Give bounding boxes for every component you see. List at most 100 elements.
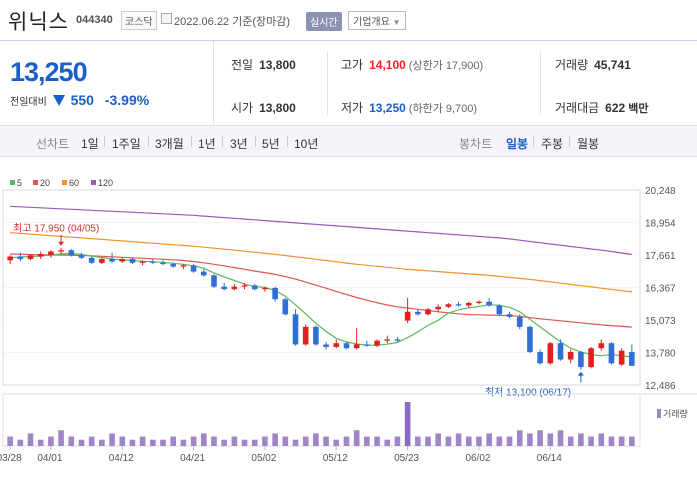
change-percent: -3.99% [104, 92, 150, 108]
volume-bar [190, 436, 197, 446]
candle-monthly[interactable]: 월봉 [577, 137, 600, 151]
period-1y[interactable]: 1년 [198, 137, 216, 151]
high-label: 고가 [341, 58, 364, 72]
volume-bar [527, 433, 533, 446]
volume-bar [27, 433, 34, 446]
volume-bar [119, 436, 126, 446]
amount-unit: 백만 [628, 103, 649, 115]
change-row: 전일대비 550 -3.99% [10, 92, 149, 108]
candle-body [88, 257, 95, 263]
candle-weekly[interactable]: 주봉 [541, 137, 564, 151]
ma60-line [10, 232, 632, 293]
x-tick-label: 06/02 [465, 453, 490, 464]
period-10y[interactable]: 10년 [294, 137, 319, 151]
volume-bar [251, 439, 258, 446]
candle-body [527, 326, 533, 352]
volume-bar [48, 436, 54, 446]
candle-body [231, 286, 238, 290]
volume-bar [160, 439, 166, 446]
legend-swatch [62, 180, 67, 185]
period-1w[interactable]: 1주일 [112, 137, 141, 151]
candle-body [323, 344, 329, 347]
low-cell: 저가 13,250 (하한가 9,700) [341, 99, 477, 116]
company-overview-label: 기업개요 [353, 17, 390, 28]
candle-body [333, 343, 340, 347]
x-tick-label: 03/28 [0, 453, 22, 464]
volume-bar [282, 436, 289, 446]
period-5y[interactable]: 5년 [262, 137, 280, 151]
candle-body [415, 311, 421, 315]
candle-body [384, 339, 391, 341]
volume-cell: 거래량 45,741 [555, 56, 631, 73]
legend-label: 60 [69, 178, 79, 188]
volume-bar [323, 436, 329, 446]
volume-bar [364, 436, 370, 446]
y-tick-label: 17,661 [645, 251, 676, 262]
candle-body [486, 301, 492, 306]
volume-bar [353, 430, 360, 446]
stock-header: 위닉스 044340 코스닥 2022.06.22 기준(장마감) 실시간 기업… [0, 0, 697, 40]
candle-body [272, 287, 278, 300]
y-tick-label: 15,073 [645, 316, 676, 327]
candle-body [404, 311, 411, 321]
period-3y[interactable]: 3년 [230, 137, 248, 151]
volume-legend-label: 거래량 [663, 408, 688, 419]
y-tick-label: 13,780 [645, 348, 676, 359]
x-tick-label: 05/02 [251, 453, 276, 464]
candle-body [516, 316, 523, 327]
volume-bar [567, 436, 574, 446]
volume-bar [588, 436, 594, 446]
candle-body [435, 306, 442, 310]
high-annotation: 최고 17,950 (04/05) [13, 223, 99, 235]
volume-bar [455, 433, 462, 446]
candle-body [425, 309, 431, 315]
candle-body [150, 261, 156, 263]
volume-bar [394, 436, 401, 446]
realtime-button[interactable]: 실시간 [306, 12, 342, 31]
volume-legend-swatch [657, 409, 661, 418]
x-tick-label: 06/14 [537, 453, 562, 464]
volume-bar [139, 436, 146, 446]
candle-body [476, 301, 482, 304]
divider [540, 51, 541, 115]
current-price: 13,250 [10, 57, 88, 87]
candle-daily[interactable]: 일봉 [506, 137, 529, 151]
candle-body [578, 351, 584, 368]
x-tick-label: 04/21 [180, 453, 205, 464]
legend-label: 120 [98, 178, 113, 188]
legend-swatch [10, 180, 15, 185]
candle-body [27, 255, 34, 260]
change-value: 550 [70, 92, 94, 108]
candle-body [465, 303, 472, 306]
volume-value: 45,741 [594, 58, 631, 72]
candle-body [547, 343, 554, 364]
x-tick-label: 04/01 [37, 453, 62, 464]
prev-close-value: 13,800 [259, 58, 296, 72]
company-overview-dropdown[interactable]: 기업개요 ▼ [348, 11, 406, 30]
period-3m[interactable]: 3개월 [155, 137, 184, 151]
volume-bar [68, 436, 75, 446]
line-chart-label: 선차트 [36, 137, 70, 151]
candle-body [374, 340, 380, 346]
legend-label: 20 [40, 178, 50, 188]
volume-bar [578, 433, 584, 446]
candle-body [292, 314, 299, 345]
volume-bar [486, 433, 492, 446]
candle-body [241, 285, 248, 287]
candle-body [99, 259, 105, 263]
period-1d[interactable]: 1일 [81, 137, 99, 151]
volume-bar [170, 436, 177, 446]
candle-body [190, 265, 197, 272]
volume-bar [476, 436, 482, 446]
volume-bar [374, 436, 380, 446]
candle-body [200, 271, 207, 276]
volume-bar [88, 436, 95, 446]
candle-body [37, 254, 44, 257]
candle-body [109, 259, 115, 262]
ma120-line [10, 205, 632, 256]
upper-limit: (상한가 17,900) [408, 60, 484, 72]
volume-bar [37, 439, 44, 446]
candle-body [557, 343, 564, 360]
candle-body [537, 351, 543, 364]
volume-bar [496, 436, 503, 446]
